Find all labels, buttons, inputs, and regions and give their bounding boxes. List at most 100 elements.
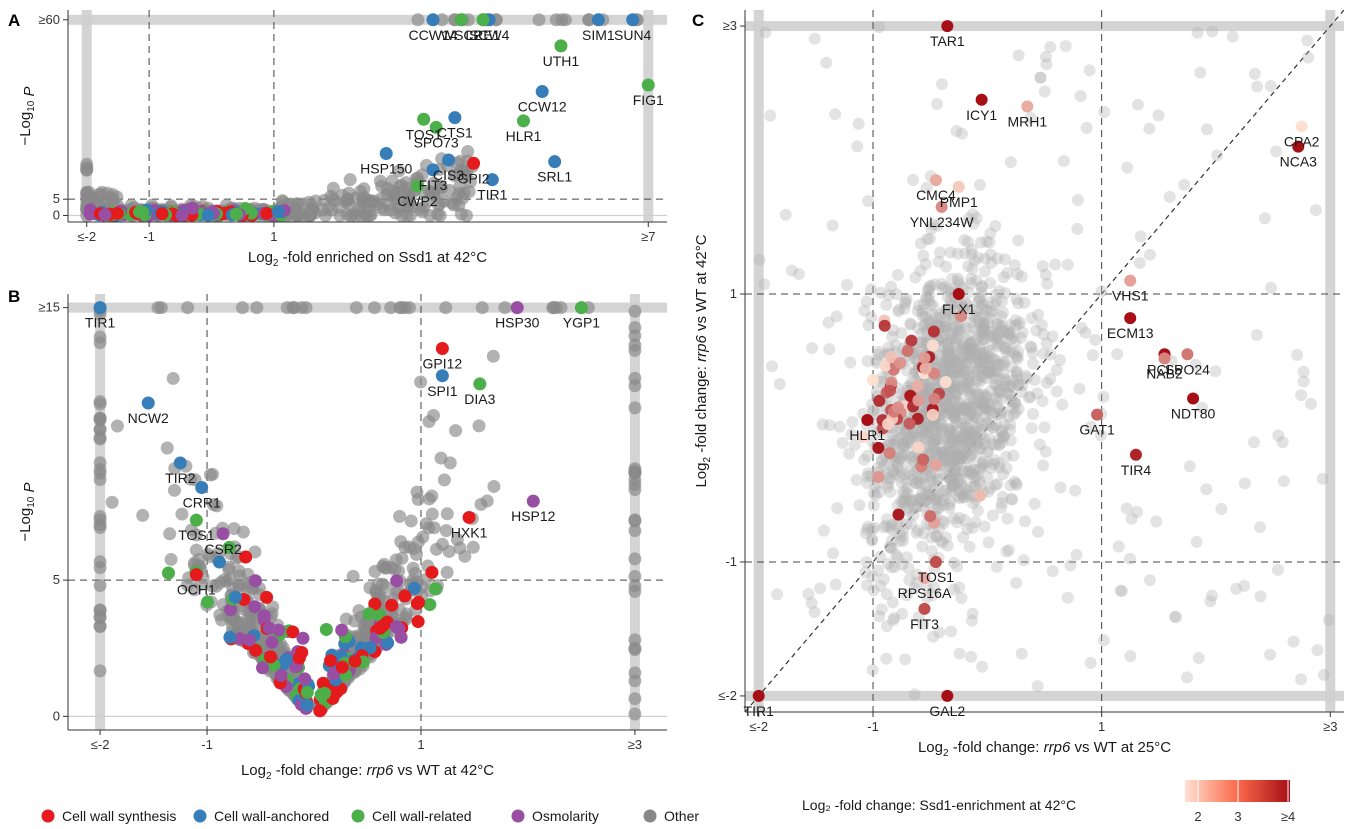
background-point bbox=[894, 470, 907, 483]
background-point bbox=[937, 341, 950, 354]
background-point bbox=[861, 470, 874, 483]
background-point bbox=[949, 381, 962, 394]
background-point bbox=[984, 277, 997, 290]
background-point bbox=[866, 663, 879, 676]
background-point bbox=[950, 332, 963, 345]
background-point bbox=[449, 424, 463, 438]
background-point bbox=[1297, 375, 1310, 388]
background-point bbox=[929, 311, 942, 324]
background-point bbox=[889, 339, 902, 352]
background-point bbox=[808, 606, 821, 619]
background-point bbox=[852, 117, 865, 130]
background-point bbox=[1012, 345, 1025, 358]
background-point bbox=[916, 540, 929, 553]
background-point bbox=[964, 343, 977, 356]
background-point bbox=[947, 410, 960, 423]
background-point bbox=[404, 514, 418, 528]
background-point bbox=[970, 373, 983, 386]
background-point bbox=[990, 295, 1003, 308]
background-point bbox=[1094, 429, 1107, 442]
background-point bbox=[992, 457, 1005, 470]
background-point bbox=[965, 243, 978, 256]
category-point bbox=[300, 698, 314, 712]
gene-label: SCW4 bbox=[469, 27, 510, 43]
background-point bbox=[1046, 330, 1059, 343]
background-point bbox=[974, 441, 987, 454]
background-point bbox=[973, 356, 986, 369]
gene-point bbox=[1158, 352, 1171, 365]
background-point bbox=[943, 388, 956, 401]
background-point bbox=[823, 343, 836, 356]
background-point bbox=[1012, 378, 1025, 391]
background-point bbox=[1124, 650, 1137, 663]
background-point bbox=[902, 493, 915, 506]
background-point bbox=[962, 286, 975, 299]
background-point bbox=[998, 419, 1011, 432]
background-point bbox=[1040, 337, 1053, 350]
background-point bbox=[1006, 493, 1019, 506]
boundary-band bbox=[68, 302, 667, 313]
background-point bbox=[903, 417, 916, 430]
background-point bbox=[977, 321, 990, 334]
background-point bbox=[959, 441, 972, 454]
background-point bbox=[929, 433, 942, 446]
background-point bbox=[908, 368, 921, 381]
legend-label: Osmolarity bbox=[532, 808, 599, 824]
gene-label: CCW12 bbox=[518, 99, 567, 115]
background-point bbox=[983, 311, 996, 324]
background-point bbox=[924, 469, 937, 482]
background-point bbox=[943, 501, 956, 514]
background-point bbox=[973, 395, 986, 408]
background-point bbox=[901, 344, 914, 357]
background-point bbox=[450, 533, 464, 547]
background-point bbox=[967, 429, 980, 442]
category-point bbox=[260, 206, 274, 220]
background-point bbox=[889, 468, 902, 481]
gene-point bbox=[1124, 312, 1137, 325]
background-point bbox=[989, 332, 1002, 345]
background-point bbox=[988, 299, 1001, 312]
background-point bbox=[1189, 358, 1202, 371]
background-point bbox=[992, 402, 1005, 415]
background-point bbox=[983, 400, 996, 413]
gene-point bbox=[1295, 120, 1308, 133]
background-point bbox=[93, 579, 107, 593]
gene-point bbox=[574, 301, 588, 315]
background-point bbox=[928, 493, 941, 506]
background-point bbox=[932, 502, 945, 515]
background-point bbox=[899, 428, 912, 441]
background-point bbox=[965, 650, 978, 663]
background-point bbox=[896, 534, 909, 547]
background-point bbox=[964, 435, 977, 448]
background-point bbox=[990, 418, 1003, 431]
x-axis-title: Log2 -fold enriched on Ssd1 at 42°C bbox=[248, 249, 487, 269]
background-point bbox=[956, 401, 969, 414]
background-point bbox=[929, 447, 942, 460]
background-point bbox=[984, 360, 997, 373]
boundary-band bbox=[629, 294, 640, 730]
background-point bbox=[890, 548, 903, 561]
background-point bbox=[954, 478, 967, 491]
category-legend: Cell wall synthesis Cell wall-anchored Cel… bbox=[41, 808, 699, 824]
background-point bbox=[866, 570, 879, 583]
background-point bbox=[909, 351, 922, 364]
background-point bbox=[991, 407, 1004, 420]
background-point bbox=[955, 473, 968, 486]
background-point bbox=[887, 614, 900, 627]
background-point bbox=[1133, 256, 1146, 269]
background-point bbox=[976, 660, 989, 673]
x-tick-label: 1 bbox=[1098, 719, 1105, 734]
category-point bbox=[186, 201, 200, 215]
background-point bbox=[953, 354, 966, 367]
background-point bbox=[917, 453, 930, 466]
background-point bbox=[934, 312, 947, 325]
background-point bbox=[928, 443, 941, 456]
background-point bbox=[885, 518, 898, 531]
category-point bbox=[389, 620, 403, 634]
background-point bbox=[475, 301, 489, 315]
background-point bbox=[93, 664, 107, 678]
background-point bbox=[966, 341, 979, 354]
background-point bbox=[896, 449, 909, 462]
background-point bbox=[943, 458, 956, 471]
